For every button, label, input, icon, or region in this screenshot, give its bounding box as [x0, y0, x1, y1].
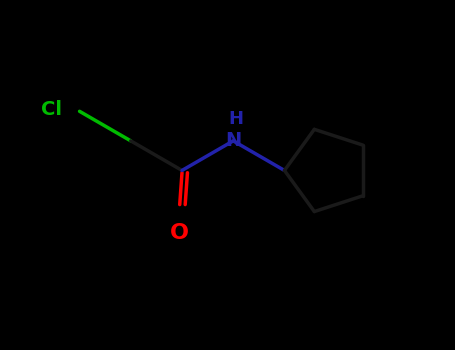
Text: Cl: Cl: [41, 99, 62, 119]
Text: H: H: [228, 110, 243, 128]
Text: O: O: [170, 223, 189, 243]
Text: N: N: [225, 131, 241, 150]
